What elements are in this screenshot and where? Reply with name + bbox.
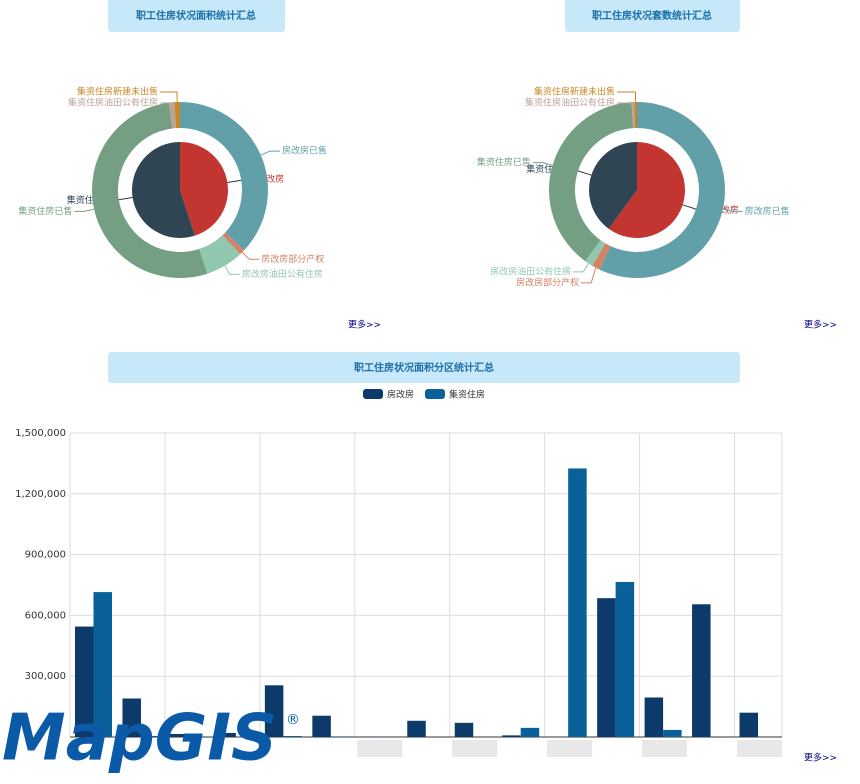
bar	[616, 582, 635, 737]
bar	[283, 736, 302, 737]
label-line	[74, 209, 94, 211]
chart-title: 职工住房状况面积分区统计汇总	[354, 361, 494, 374]
chart-title: 职工住房状况套数统计汇总	[592, 9, 712, 22]
pie-label: 房改房已售	[282, 145, 327, 157]
bar	[597, 598, 616, 737]
bar	[568, 468, 587, 737]
legend-label: 集资住房	[449, 389, 485, 401]
pie-label: 房改房部分产权	[516, 276, 579, 288]
pie-label: 房改房部分产权	[261, 253, 324, 265]
bar	[312, 716, 331, 737]
legend-swatch	[363, 389, 383, 399]
legend-label: 房改房	[387, 389, 414, 401]
label-line	[225, 266, 240, 275]
label-line	[581, 268, 596, 283]
label-line	[261, 151, 280, 155]
bar	[663, 730, 682, 737]
pie-label: 集资住房油田公有住房	[525, 97, 615, 109]
label-line	[617, 102, 633, 103]
bar	[740, 713, 759, 737]
logo-text: MapGIS	[2, 702, 277, 776]
y-tick-label: 600,000	[25, 610, 66, 621]
y-tick-label: 900,000	[25, 550, 66, 561]
legend-swatch	[425, 389, 445, 399]
label-line	[573, 264, 588, 272]
logo: MapGIS ®	[2, 702, 300, 776]
pie-label: 集资住房已售	[477, 156, 531, 168]
y-tick-label: 1,500,000	[15, 428, 66, 439]
pie-label: 房改房已售	[745, 205, 790, 217]
label-line	[160, 102, 172, 103]
logo-mark: ®	[286, 712, 300, 728]
y-tick-label: 1,200,000	[15, 489, 66, 500]
bar	[331, 736, 350, 737]
bar	[502, 735, 521, 737]
label-line	[160, 92, 177, 102]
x-label-box	[357, 740, 402, 757]
label-line	[617, 92, 636, 102]
y-tick-label: 300,000	[25, 671, 66, 682]
more-link[interactable]: 更多>>	[804, 752, 837, 764]
x-label-box	[737, 740, 782, 757]
pie-label: 房改房油田公有住房	[242, 268, 323, 280]
charts: 房改房集资住房房改房已售房改房部分产权房改房油田公有住房集资住房已售集资住房油田…	[15, 86, 790, 757]
bar	[407, 721, 426, 737]
bar	[645, 697, 664, 737]
bar	[521, 728, 540, 737]
pie-label: 集资住房新建未出售	[77, 86, 158, 98]
more-link[interactable]: 更多>>	[804, 319, 837, 331]
more-link[interactable]: 更多>>	[348, 319, 381, 331]
x-label-box	[642, 740, 687, 757]
chart-title: 职工住房状况面积统计汇总	[136, 9, 256, 22]
pie-label: 集资住房油田公有住房	[68, 97, 158, 109]
x-label-box	[452, 740, 497, 757]
pie-label: 集资住房已售	[18, 205, 72, 217]
pie-label: 集资住房新建未出售	[534, 86, 615, 98]
pie-label: 房改房油田公有住房	[490, 265, 571, 277]
label-line	[242, 252, 259, 259]
bar	[455, 723, 474, 737]
x-label-box	[547, 740, 592, 757]
bar	[692, 604, 711, 737]
